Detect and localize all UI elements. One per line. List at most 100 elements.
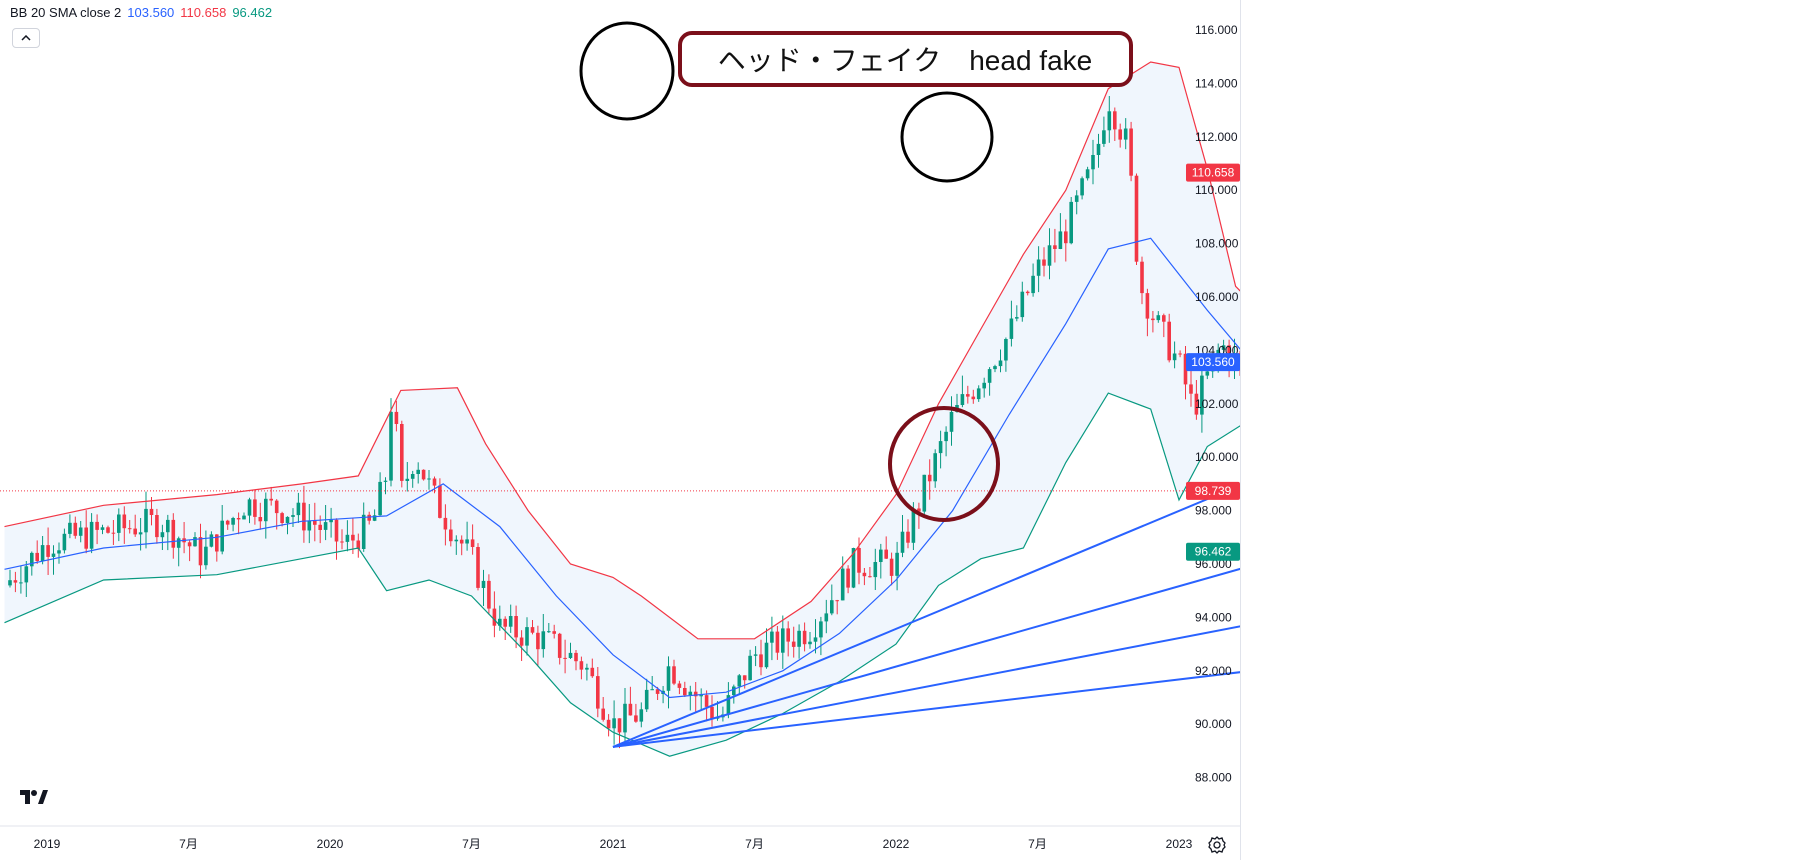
candle-body bbox=[895, 552, 899, 576]
price-tag-last bbox=[1186, 481, 1240, 500]
candle-body bbox=[280, 513, 284, 523]
candle-body bbox=[732, 686, 736, 696]
candle-body bbox=[323, 522, 328, 530]
candle-body bbox=[13, 580, 18, 583]
candle-body bbox=[786, 628, 790, 642]
candle-body bbox=[487, 580, 491, 609]
candle-body bbox=[1058, 231, 1063, 249]
candle-body bbox=[1178, 353, 1182, 355]
candle-body bbox=[443, 517, 448, 530]
candle-body bbox=[552, 631, 556, 634]
candle-body bbox=[204, 546, 208, 566]
fan-line-4 bbox=[612, 671, 1240, 748]
indicator-lines-layer bbox=[0, 61, 1240, 757]
candle-body bbox=[171, 519, 176, 548]
candle-body bbox=[1107, 111, 1112, 131]
time-axis-tick: 7月 bbox=[179, 837, 198, 851]
candle-body bbox=[938, 441, 943, 454]
candle-body bbox=[1194, 393, 1199, 415]
candle-body bbox=[949, 411, 954, 432]
candle-body bbox=[819, 621, 823, 638]
price-axis-tick: 112.000 bbox=[1195, 130, 1238, 144]
candle-body bbox=[1091, 155, 1095, 170]
price-tag-label-lower: 96.462 bbox=[1195, 545, 1232, 559]
candle-body bbox=[519, 637, 524, 646]
candle-body bbox=[329, 519, 333, 523]
price-axis-tick: 108.000 bbox=[1195, 237, 1239, 251]
candle-body bbox=[976, 388, 981, 400]
candle-body bbox=[802, 630, 807, 645]
candle-layer bbox=[8, 96, 1240, 749]
candle-body bbox=[650, 689, 654, 691]
candle-body bbox=[1074, 195, 1079, 202]
price-tag-label-basis: 103.560 bbox=[1191, 355, 1235, 369]
candle-body bbox=[1145, 293, 1150, 319]
chart-svg[interactable]: ヘッド・フェイク head fake 88.000 90.000 92.000 94.… bbox=[0, 0, 1240, 860]
chart-area[interactable]: ヘッド・フェイク head fake 88.000 90.000 92.000 94.… bbox=[0, 0, 1241, 860]
price-axis-tick: 106.000 bbox=[1195, 290, 1239, 304]
price-tag-label-upper: 110.658 bbox=[1192, 166, 1235, 180]
candle-body bbox=[1183, 353, 1188, 385]
candle-body bbox=[781, 628, 785, 653]
candle-body bbox=[253, 499, 257, 517]
annotation-box bbox=[678, 31, 1133, 87]
candle-body bbox=[438, 485, 442, 518]
breakdown-circle-2025 bbox=[888, 406, 1000, 522]
settings-button[interactable] bbox=[1208, 836, 1226, 854]
candle-body bbox=[1096, 143, 1101, 155]
candle-body bbox=[514, 616, 518, 638]
candle-body bbox=[242, 515, 246, 520]
collapse-legend-button[interactable] bbox=[12, 28, 40, 48]
candle-body bbox=[405, 478, 410, 481]
candle-body bbox=[993, 366, 997, 370]
candle-body bbox=[525, 627, 529, 646]
candle-body bbox=[1015, 317, 1019, 319]
indicator-legend[interactable]: BB 20 SMA close 2 103.560 110.658 96.462 bbox=[10, 5, 272, 20]
candle-body bbox=[111, 532, 116, 534]
candle-body bbox=[606, 719, 611, 729]
candle-body bbox=[1118, 129, 1122, 140]
candle-body bbox=[753, 654, 758, 656]
candle-body bbox=[601, 708, 605, 720]
annotation-text: ヘッド・フェイク head fake bbox=[718, 45, 1092, 76]
candle-body bbox=[285, 516, 290, 523]
tradingview-logo-icon bbox=[20, 790, 48, 804]
candle-body bbox=[410, 474, 415, 479]
candle-body bbox=[1113, 111, 1117, 130]
tradingview-logo[interactable] bbox=[18, 786, 48, 808]
candle-body bbox=[51, 553, 56, 557]
candle-body bbox=[149, 508, 154, 515]
candle-body bbox=[100, 527, 105, 530]
candle-body bbox=[231, 518, 235, 525]
candle-body bbox=[748, 655, 752, 681]
candle-body bbox=[144, 508, 148, 533]
candle-body bbox=[824, 613, 829, 622]
candle-body bbox=[269, 498, 273, 501]
fan-line-2 bbox=[612, 567, 1240, 748]
candle-body bbox=[133, 528, 137, 535]
candle-body bbox=[797, 630, 801, 647]
candle-body bbox=[873, 562, 878, 578]
candle-body bbox=[432, 478, 437, 486]
candle-body bbox=[840, 568, 845, 601]
candle-body bbox=[378, 481, 382, 516]
candle-body bbox=[672, 666, 676, 684]
candle-body bbox=[835, 600, 839, 602]
candle-body bbox=[46, 545, 50, 557]
candle-body bbox=[291, 515, 295, 517]
candle-body bbox=[612, 718, 616, 729]
candle-body bbox=[906, 531, 910, 543]
candle-body bbox=[225, 520, 230, 525]
candle-body bbox=[361, 514, 366, 549]
candle-body bbox=[857, 548, 861, 573]
price-tag-upper bbox=[1186, 163, 1240, 182]
candle-body bbox=[264, 498, 268, 522]
candle-body bbox=[764, 642, 769, 668]
candle-body bbox=[623, 703, 627, 733]
candle-body bbox=[400, 424, 404, 481]
lower-band-line bbox=[4, 392, 1240, 757]
head-fake-circle-2025 bbox=[900, 91, 994, 183]
candle-body bbox=[508, 616, 513, 627]
candle-body bbox=[688, 691, 693, 696]
candle-body bbox=[710, 706, 714, 719]
